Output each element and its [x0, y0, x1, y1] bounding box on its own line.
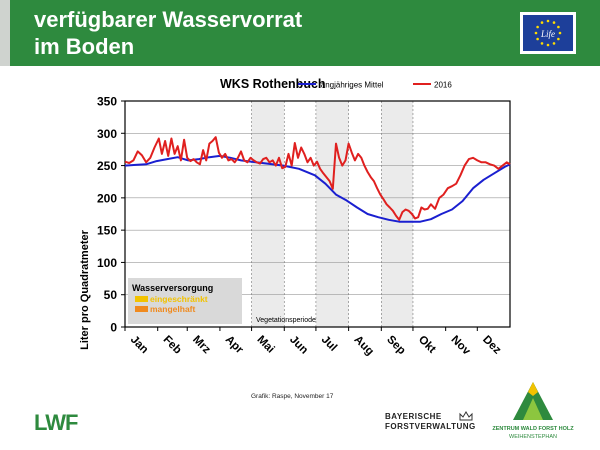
water-box-swatch	[135, 296, 148, 302]
eu-star-icon	[558, 31, 562, 35]
lwf-logo-text: LWF	[34, 410, 78, 435]
chart-credit: Grafik: Raspe, November 17	[251, 393, 334, 400]
x-tick-label: Feb	[161, 334, 184, 357]
eu-life-logo: Life	[520, 12, 576, 54]
water-box-label: eingeschränkt	[150, 294, 208, 304]
eu-star-icon	[540, 21, 544, 24]
zentrum-wald-forst-holz-logo: ZENTRUM WALD FORST HOLZ WEIHENSTEPHAN	[478, 376, 588, 446]
x-tick-label: Jan	[128, 334, 151, 357]
y-tick-label: 350	[97, 95, 117, 109]
plot-frame	[124, 100, 511, 328]
eu-star-icon	[546, 19, 550, 23]
x-tick-label: Sep	[384, 334, 407, 357]
bf-crown-icon	[459, 411, 473, 421]
vegetation-band	[381, 101, 413, 327]
zwf-mountain-icon	[513, 382, 553, 420]
series-line-mittel	[124, 154, 511, 223]
zwf-line2: WEIHENSTEPHAN	[509, 434, 557, 440]
eu-life-text: Life	[540, 29, 555, 39]
eu-star-icon	[534, 31, 538, 35]
bf-line1: BAYERISCHE	[385, 412, 442, 421]
eu-star-icon	[552, 42, 556, 45]
y-tick-label: 150	[97, 224, 117, 238]
y-axis-label: Liter pro Quadratmeter	[79, 229, 91, 350]
vegetation-period-label: Vegetationsperiode	[256, 317, 316, 324]
x-tick-label: Mrz	[190, 334, 213, 357]
legend-label: 2016	[434, 81, 452, 90]
vegetation-bands	[251, 101, 413, 327]
y-tick-label: 50	[104, 288, 118, 302]
lwf-logo: LWF	[34, 410, 79, 435]
slide-title-line1: verfügbarer Wasservorrat	[34, 7, 303, 32]
zwf-line1: ZENTRUM WALD FORST HOLZ	[492, 426, 574, 432]
eu-star-icon	[557, 37, 560, 41]
series-line-2016	[124, 136, 511, 221]
y-tick-label: 250	[97, 159, 117, 173]
x-tick-label: Jun	[287, 334, 310, 357]
eu-star-icon	[557, 25, 560, 29]
eu-star-icon	[536, 25, 539, 29]
vegetation-band	[315, 101, 349, 327]
y-tick-label: 200	[97, 191, 117, 205]
eu-star-icon	[536, 37, 539, 41]
slide-title: verfügbarer Wasservorrat im Boden	[34, 6, 302, 60]
header-stripe	[0, 0, 10, 66]
x-tick-label: Apr	[223, 334, 246, 357]
series-layer	[124, 136, 511, 223]
water-box-label: mangelhaft	[150, 304, 196, 314]
eu-star-icon	[546, 43, 550, 47]
water-box-swatch	[135, 306, 148, 312]
vegetation-band	[251, 101, 285, 327]
slide-header: verfügbarer Wasservorrat im Boden Life	[0, 0, 600, 66]
chart-gridlines	[125, 101, 510, 327]
bayerische-forstverwaltung-logo: BAYERISCHE FORSTVERWALTUNG	[385, 411, 476, 432]
x-tick-label: Dez	[480, 334, 503, 357]
chart-title: WKS Rothenbuch	[220, 77, 326, 91]
x-tick-label: Okt	[416, 334, 438, 356]
x-tick-label: Mai	[254, 334, 276, 356]
eu-flag-icon: Life	[523, 15, 573, 51]
water-chart: 0 50 100 150 200 250 300 350 Jan Feb Mrz Apr Mai Jun…	[79, 77, 511, 358]
x-tick-label: Nov	[449, 334, 473, 358]
x-tick-label: Aug	[351, 334, 375, 358]
y-tick-label: 100	[97, 256, 117, 270]
eu-star-icon	[552, 21, 556, 24]
legend-label: langjähriges Mittel	[319, 81, 384, 90]
water-box-title: Wasserversorgung	[132, 283, 213, 293]
eu-star-icon	[540, 42, 544, 45]
y-tick-label: 300	[97, 127, 117, 141]
x-axis: Jan Feb Mrz Apr Mai Jun Jul Aug Sep Okt Nov Dez	[124, 327, 503, 358]
x-tick-label: Jul	[319, 334, 339, 354]
y-axis: 0 50 100 150 200 250 300 350	[97, 95, 125, 335]
bf-line2: FORSTVERWALTUNG	[385, 422, 476, 431]
chart-legend: langjähriges Mittel 2016	[298, 81, 452, 90]
y-tick-label: 0	[110, 321, 117, 335]
slide-title-line2: im Boden	[34, 34, 135, 59]
